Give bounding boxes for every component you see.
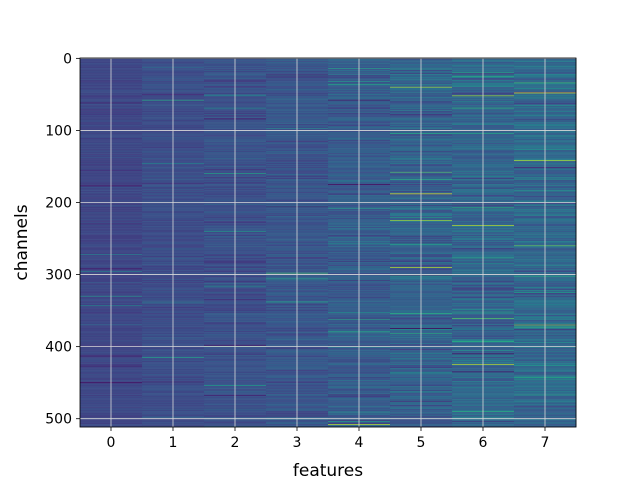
x-tick-label: 2 <box>231 435 240 451</box>
y-tick-label: 100 <box>45 123 72 139</box>
x-axis-label: features <box>293 461 363 480</box>
y-tick-label: 200 <box>45 196 72 212</box>
y-tick-label: 0 <box>63 51 72 67</box>
x-tick-label: 1 <box>169 435 178 451</box>
y-tick-label: 300 <box>45 268 72 284</box>
x-tick-label: 0 <box>107 435 116 451</box>
x-axis-ticks: 0 1 2 3 4 5 6 7 <box>107 427 550 451</box>
x-tick-label: 3 <box>293 435 302 451</box>
x-tick-label: 5 <box>417 435 426 451</box>
x-tick-label: 4 <box>355 435 364 451</box>
grid-lines <box>80 57 576 427</box>
y-axis-ticks: 0 100 200 300 400 500 <box>45 51 80 428</box>
y-axis-label: channels <box>12 204 32 280</box>
x-tick-label: 6 <box>479 435 488 451</box>
plot-frame <box>79 57 577 428</box>
y-tick-label: 400 <box>45 340 72 356</box>
y-tick-label: 500 <box>45 412 72 428</box>
heatmap-cells <box>80 58 577 428</box>
x-tick-label: 7 <box>541 435 550 451</box>
